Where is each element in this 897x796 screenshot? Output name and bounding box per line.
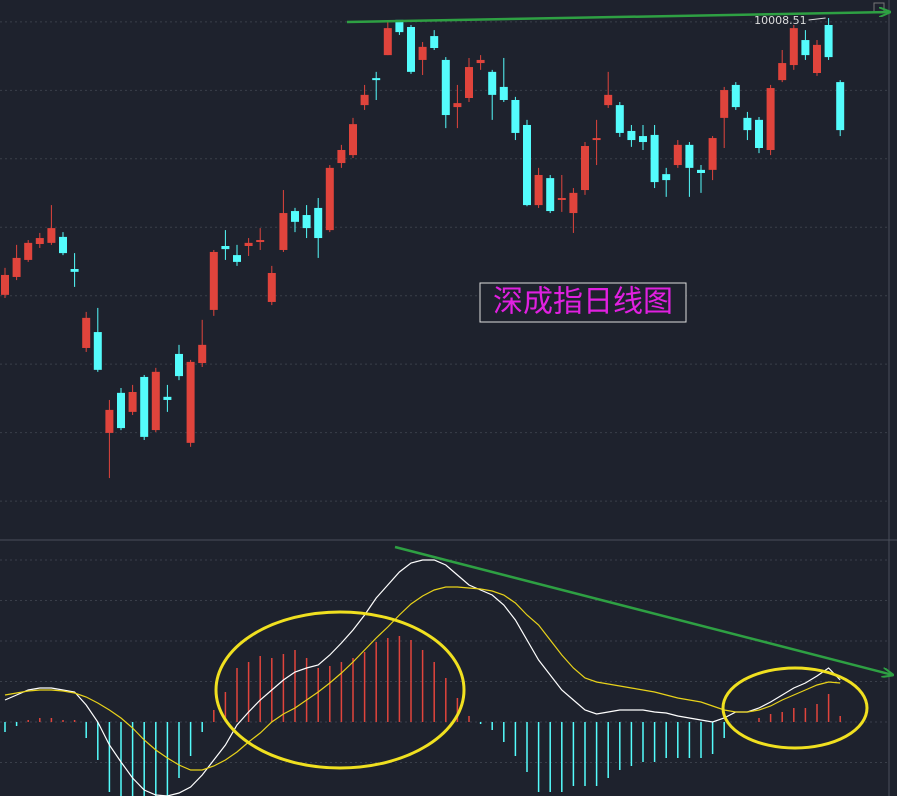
candle-body	[383, 28, 392, 56]
candle-body	[105, 409, 114, 433]
grid	[0, 21, 889, 763]
candle-body	[93, 332, 102, 370]
candle-body	[35, 238, 44, 245]
candle-body	[244, 242, 253, 246]
candle-body	[151, 371, 160, 431]
candle-body	[233, 255, 241, 262]
candle-body	[685, 144, 694, 168]
candle-body	[70, 269, 79, 272]
candle-body	[836, 82, 845, 131]
candle-body	[314, 207, 323, 239]
candle-body	[47, 228, 56, 243]
candle-body	[778, 63, 787, 81]
candles	[1, 18, 845, 479]
candle-body	[615, 105, 624, 133]
candle-body	[12, 257, 21, 277]
candle-body	[546, 178, 555, 212]
highlight-ellipse	[721, 666, 869, 750]
candle-body	[523, 124, 531, 206]
candle-body	[302, 215, 311, 229]
macd-panel	[4, 559, 841, 796]
candle-body	[372, 78, 381, 81]
candle-body	[581, 146, 589, 191]
high-pointer	[808, 17, 826, 21]
candle-body	[117, 392, 125, 429]
candle-body	[349, 124, 357, 156]
candle-body	[430, 36, 439, 49]
highlight-ellipse	[214, 610, 466, 770]
candle-body	[360, 94, 369, 106]
candle-body	[801, 40, 810, 56]
macd-line	[4, 586, 841, 771]
candle-body	[604, 94, 613, 106]
high-label: 10008.51	[754, 14, 807, 27]
candle-body	[59, 236, 67, 254]
candle-body	[395, 19, 404, 33]
candle-body	[813, 44, 821, 74]
candle-body	[569, 192, 578, 214]
candle-body	[198, 344, 207, 364]
candle-body	[1, 274, 9, 295]
candle-body	[418, 46, 427, 60]
candle-body	[673, 144, 682, 166]
candle-body	[592, 138, 601, 141]
candle-body	[755, 119, 763, 148]
trend-line	[394, 545, 893, 675]
candle-body	[557, 197, 566, 200]
candle-body	[697, 169, 705, 173]
title-box	[479, 282, 687, 323]
candle-body	[639, 136, 647, 143]
candle-body	[256, 240, 265, 243]
chart-title: 深成指日线图	[493, 285, 673, 320]
candle-body	[163, 396, 172, 400]
candle-body	[766, 88, 775, 150]
candle-body	[291, 211, 299, 222]
candle-body	[267, 272, 276, 302]
candle-body	[209, 251, 218, 310]
candle-body	[221, 245, 230, 250]
candle-body	[720, 90, 729, 118]
candle-body	[743, 117, 752, 131]
candle-body	[128, 392, 137, 412]
trend-line	[346, 12, 890, 24]
candle-body	[441, 59, 450, 116]
candle-body	[325, 167, 334, 231]
candle-body	[488, 71, 497, 95]
candle-body	[789, 28, 798, 66]
candle-body	[82, 317, 91, 348]
candle-body	[24, 242, 33, 260]
candle-body	[175, 353, 183, 377]
candle-body	[662, 174, 671, 181]
candle-body	[279, 213, 288, 250]
candle-body	[499, 86, 508, 100]
candle-body	[476, 59, 485, 64]
candle-body	[511, 99, 520, 133]
macd-line	[4, 559, 841, 796]
candle-body	[453, 103, 462, 108]
candle-body	[186, 361, 195, 443]
candle-body	[650, 134, 659, 183]
candle-body	[534, 174, 543, 206]
candle-body	[731, 84, 740, 108]
candle-body	[407, 26, 415, 72]
candle-body	[708, 138, 717, 170]
candle-body	[140, 376, 149, 437]
candle-body	[824, 24, 833, 58]
candle-body	[337, 149, 346, 164]
candle-body	[627, 130, 636, 141]
candle-body	[465, 67, 473, 99]
